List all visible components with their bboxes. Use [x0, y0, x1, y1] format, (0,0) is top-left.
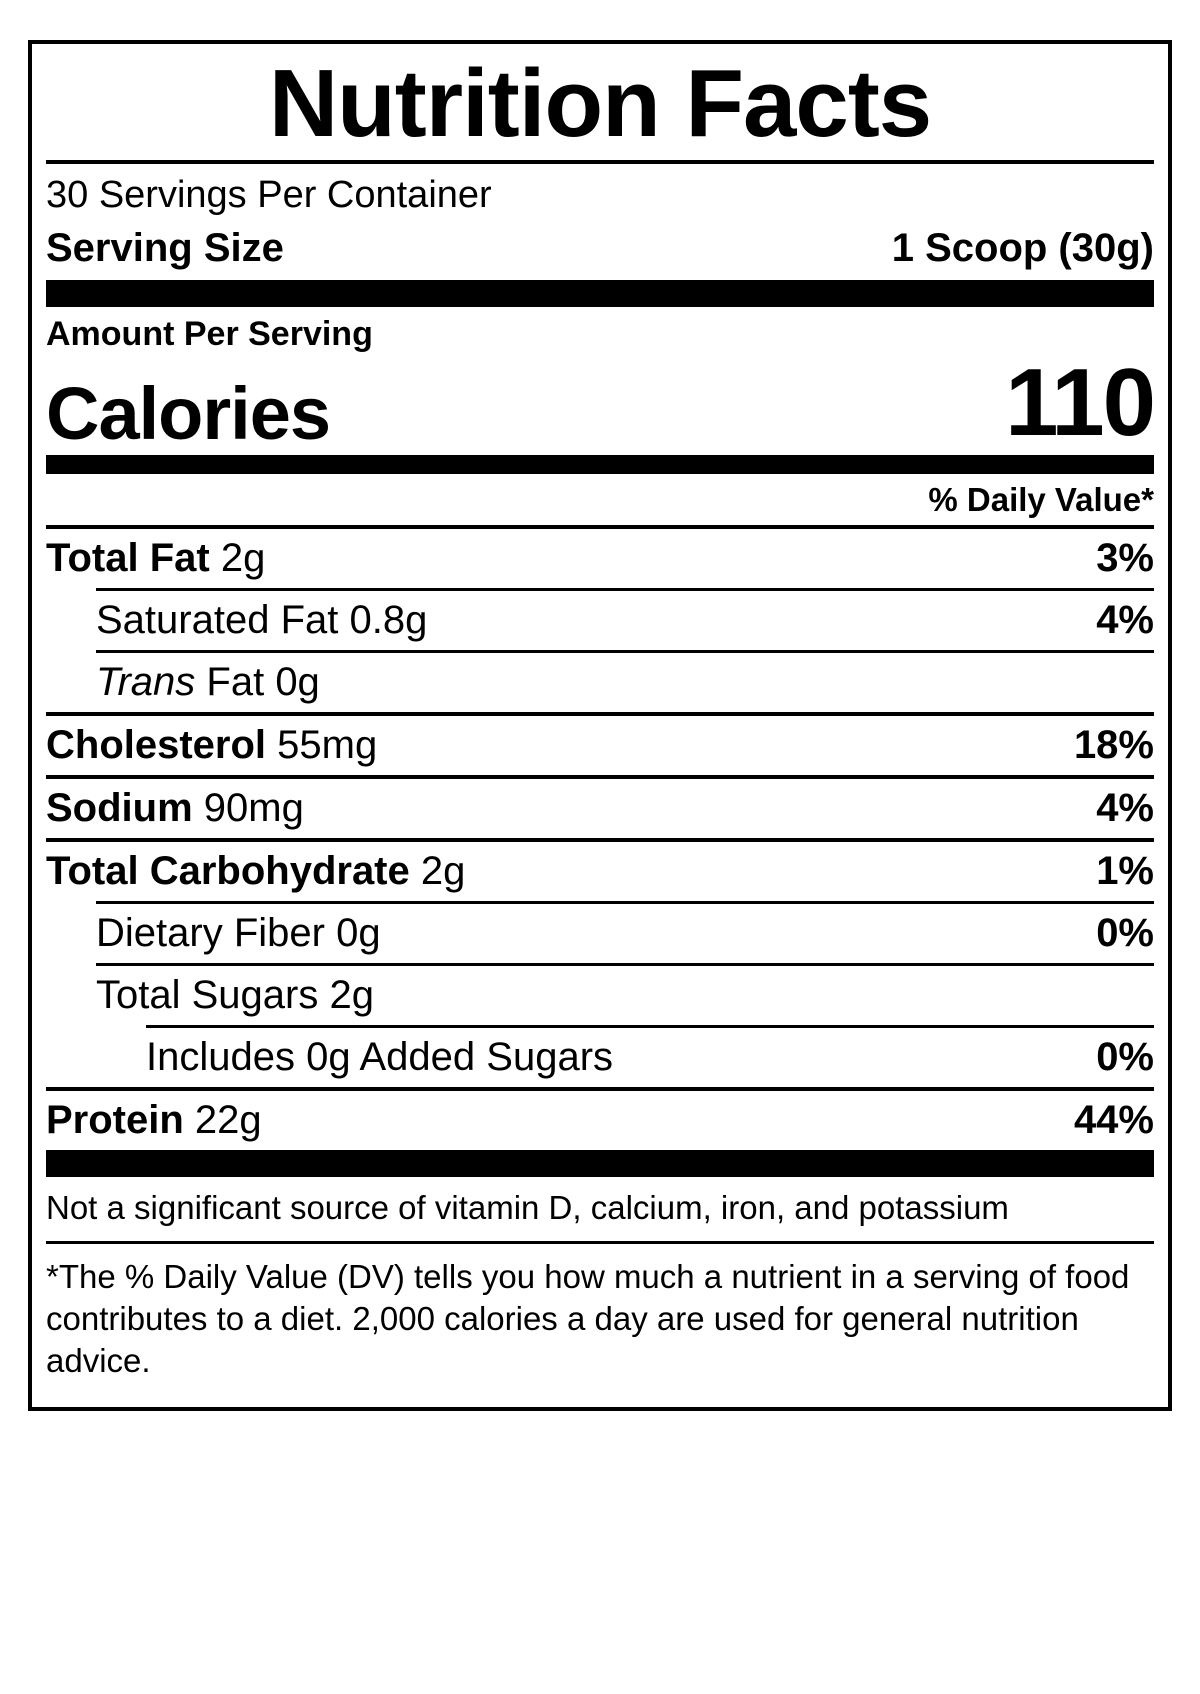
nutrient-list: Total Fat 2g 3% Saturated Fat 0.8g 4% Trans …	[46, 524, 1154, 1150]
calories-label: Calories	[46, 372, 331, 456]
nutrient-label: Total Sugars	[96, 972, 319, 1017]
page-title: Nutrition Facts	[268, 50, 932, 157]
nutrient-amount: 0g	[336, 910, 381, 955]
nutrient-label: Sodium	[46, 785, 193, 830]
nutrient-row: Trans Fat 0g	[46, 653, 1154, 712]
row-divider	[96, 962, 1154, 966]
nutrient-name: Sodium 90mg	[46, 784, 304, 832]
nutrient-row: Sodium 90mg 4%	[46, 779, 1154, 838]
divider-above-footnote	[46, 1240, 1154, 1244]
nutrient-daily-value: 1%	[1096, 848, 1154, 893]
row-divider	[46, 774, 1154, 779]
divider-thick-top	[46, 280, 1154, 308]
calories-row: Calories 110	[46, 349, 1156, 457]
row-divider	[46, 1086, 1154, 1091]
serving-size-row: Serving Size 1 Scoop (30g)	[46, 221, 1154, 280]
serving-size-value: 1 Scoop (30g)	[891, 226, 1154, 271]
nutrient-label: Saturated Fat	[96, 597, 339, 642]
nutrient-name: Saturated Fat 0.8g	[96, 596, 427, 644]
nutrient-daily-value: 4%	[1096, 597, 1154, 642]
nutrient-label: Cholesterol	[46, 722, 267, 767]
nutrient-label: Trans	[96, 659, 196, 704]
nutrient-name: Protein 22g	[46, 1096, 262, 1144]
nutrient-daily-value: 0%	[1096, 1034, 1154, 1079]
nutrient-daily-value: 3%	[1096, 535, 1154, 580]
nutrition-facts-label: Nutrition Facts 30 Servings Per Containe…	[28, 40, 1172, 1411]
nutrient-name: Cholesterol 55mg	[46, 721, 377, 769]
daily-value-footnote: *The % Daily Value (DV) tells you how mu…	[46, 1257, 1130, 1380]
nutrient-name: Total Fat 2g	[46, 534, 265, 582]
not-significant-note: Not a significant source of vitamin D, c…	[46, 1188, 1009, 1226]
nutrient-row: Dietary Fiber 0g 0%	[46, 904, 1154, 963]
nutrient-name: Includes 0g Added Sugars	[146, 1033, 613, 1081]
nutrient-label: Protein	[46, 1097, 184, 1142]
row-divider	[46, 711, 1154, 716]
nutrient-row: Protein 22g 44%	[46, 1091, 1154, 1150]
nutrient-label: Dietary Fiber	[96, 910, 325, 955]
nutrient-amount: 2g	[420, 848, 466, 893]
nutrient-amount: 0.8g	[349, 597, 428, 642]
nutrient-row: Saturated Fat 0.8g 4%	[46, 591, 1154, 650]
nutrient-amount: 55mg	[277, 722, 378, 767]
nutrient-name: Total Carbohydrate 2g	[46, 847, 465, 895]
nutrient-row: Total Carbohydrate 2g 1%	[46, 842, 1154, 901]
nutrient-label: Total Carbohydrate	[46, 848, 410, 893]
nutrient-amount: 22g	[194, 1097, 262, 1142]
nutrient-name: Dietary Fiber 0g	[96, 909, 381, 957]
divider-under-title	[46, 159, 1154, 164]
nutrient-label: Total Fat	[46, 535, 210, 580]
nutrient-daily-value: 44%	[1073, 1097, 1154, 1142]
row-divider	[46, 837, 1154, 842]
nutrient-label: Includes 0g Added Sugars	[146, 1034, 614, 1079]
row-divider	[96, 587, 1154, 591]
servings-per-container: 30 Servings Per Container	[46, 173, 492, 216]
row-divider	[96, 649, 1154, 653]
nutrient-daily-value: 18%	[1073, 722, 1154, 767]
divider-thick-calories	[46, 455, 1154, 475]
row-divider	[146, 1024, 1154, 1028]
nutrient-row: Total Sugars 2g	[46, 966, 1154, 1025]
nutrient-amount: 2g	[329, 972, 374, 1017]
nutrient-daily-value: 0%	[1096, 910, 1154, 955]
amount-per-serving-label: Amount Per Serving	[46, 315, 373, 354]
nutrient-row: Includes 0g Added Sugars 0%	[46, 1028, 1154, 1087]
daily-value-header: % Daily Value*	[928, 481, 1154, 519]
nutrient-amount: 90mg	[203, 785, 304, 830]
nutrient-amount: 2g	[220, 535, 266, 580]
nutrient-daily-value: 4%	[1096, 785, 1154, 830]
divider-thick-bottom	[46, 1149, 1154, 1177]
nutrient-row: Total Fat 2g 3%	[46, 529, 1154, 588]
nutrient-row: Cholesterol 55mg 18%	[46, 716, 1154, 775]
nutrient-name: Trans Fat 0g	[96, 658, 320, 706]
nutrient-amount: Fat 0g	[206, 659, 320, 704]
row-divider	[46, 524, 1154, 529]
serving-size-label: Serving Size	[46, 226, 284, 271]
row-divider	[96, 900, 1154, 904]
calories-value: 110	[1005, 349, 1156, 457]
nutrient-name: Total Sugars 2g	[96, 971, 374, 1019]
